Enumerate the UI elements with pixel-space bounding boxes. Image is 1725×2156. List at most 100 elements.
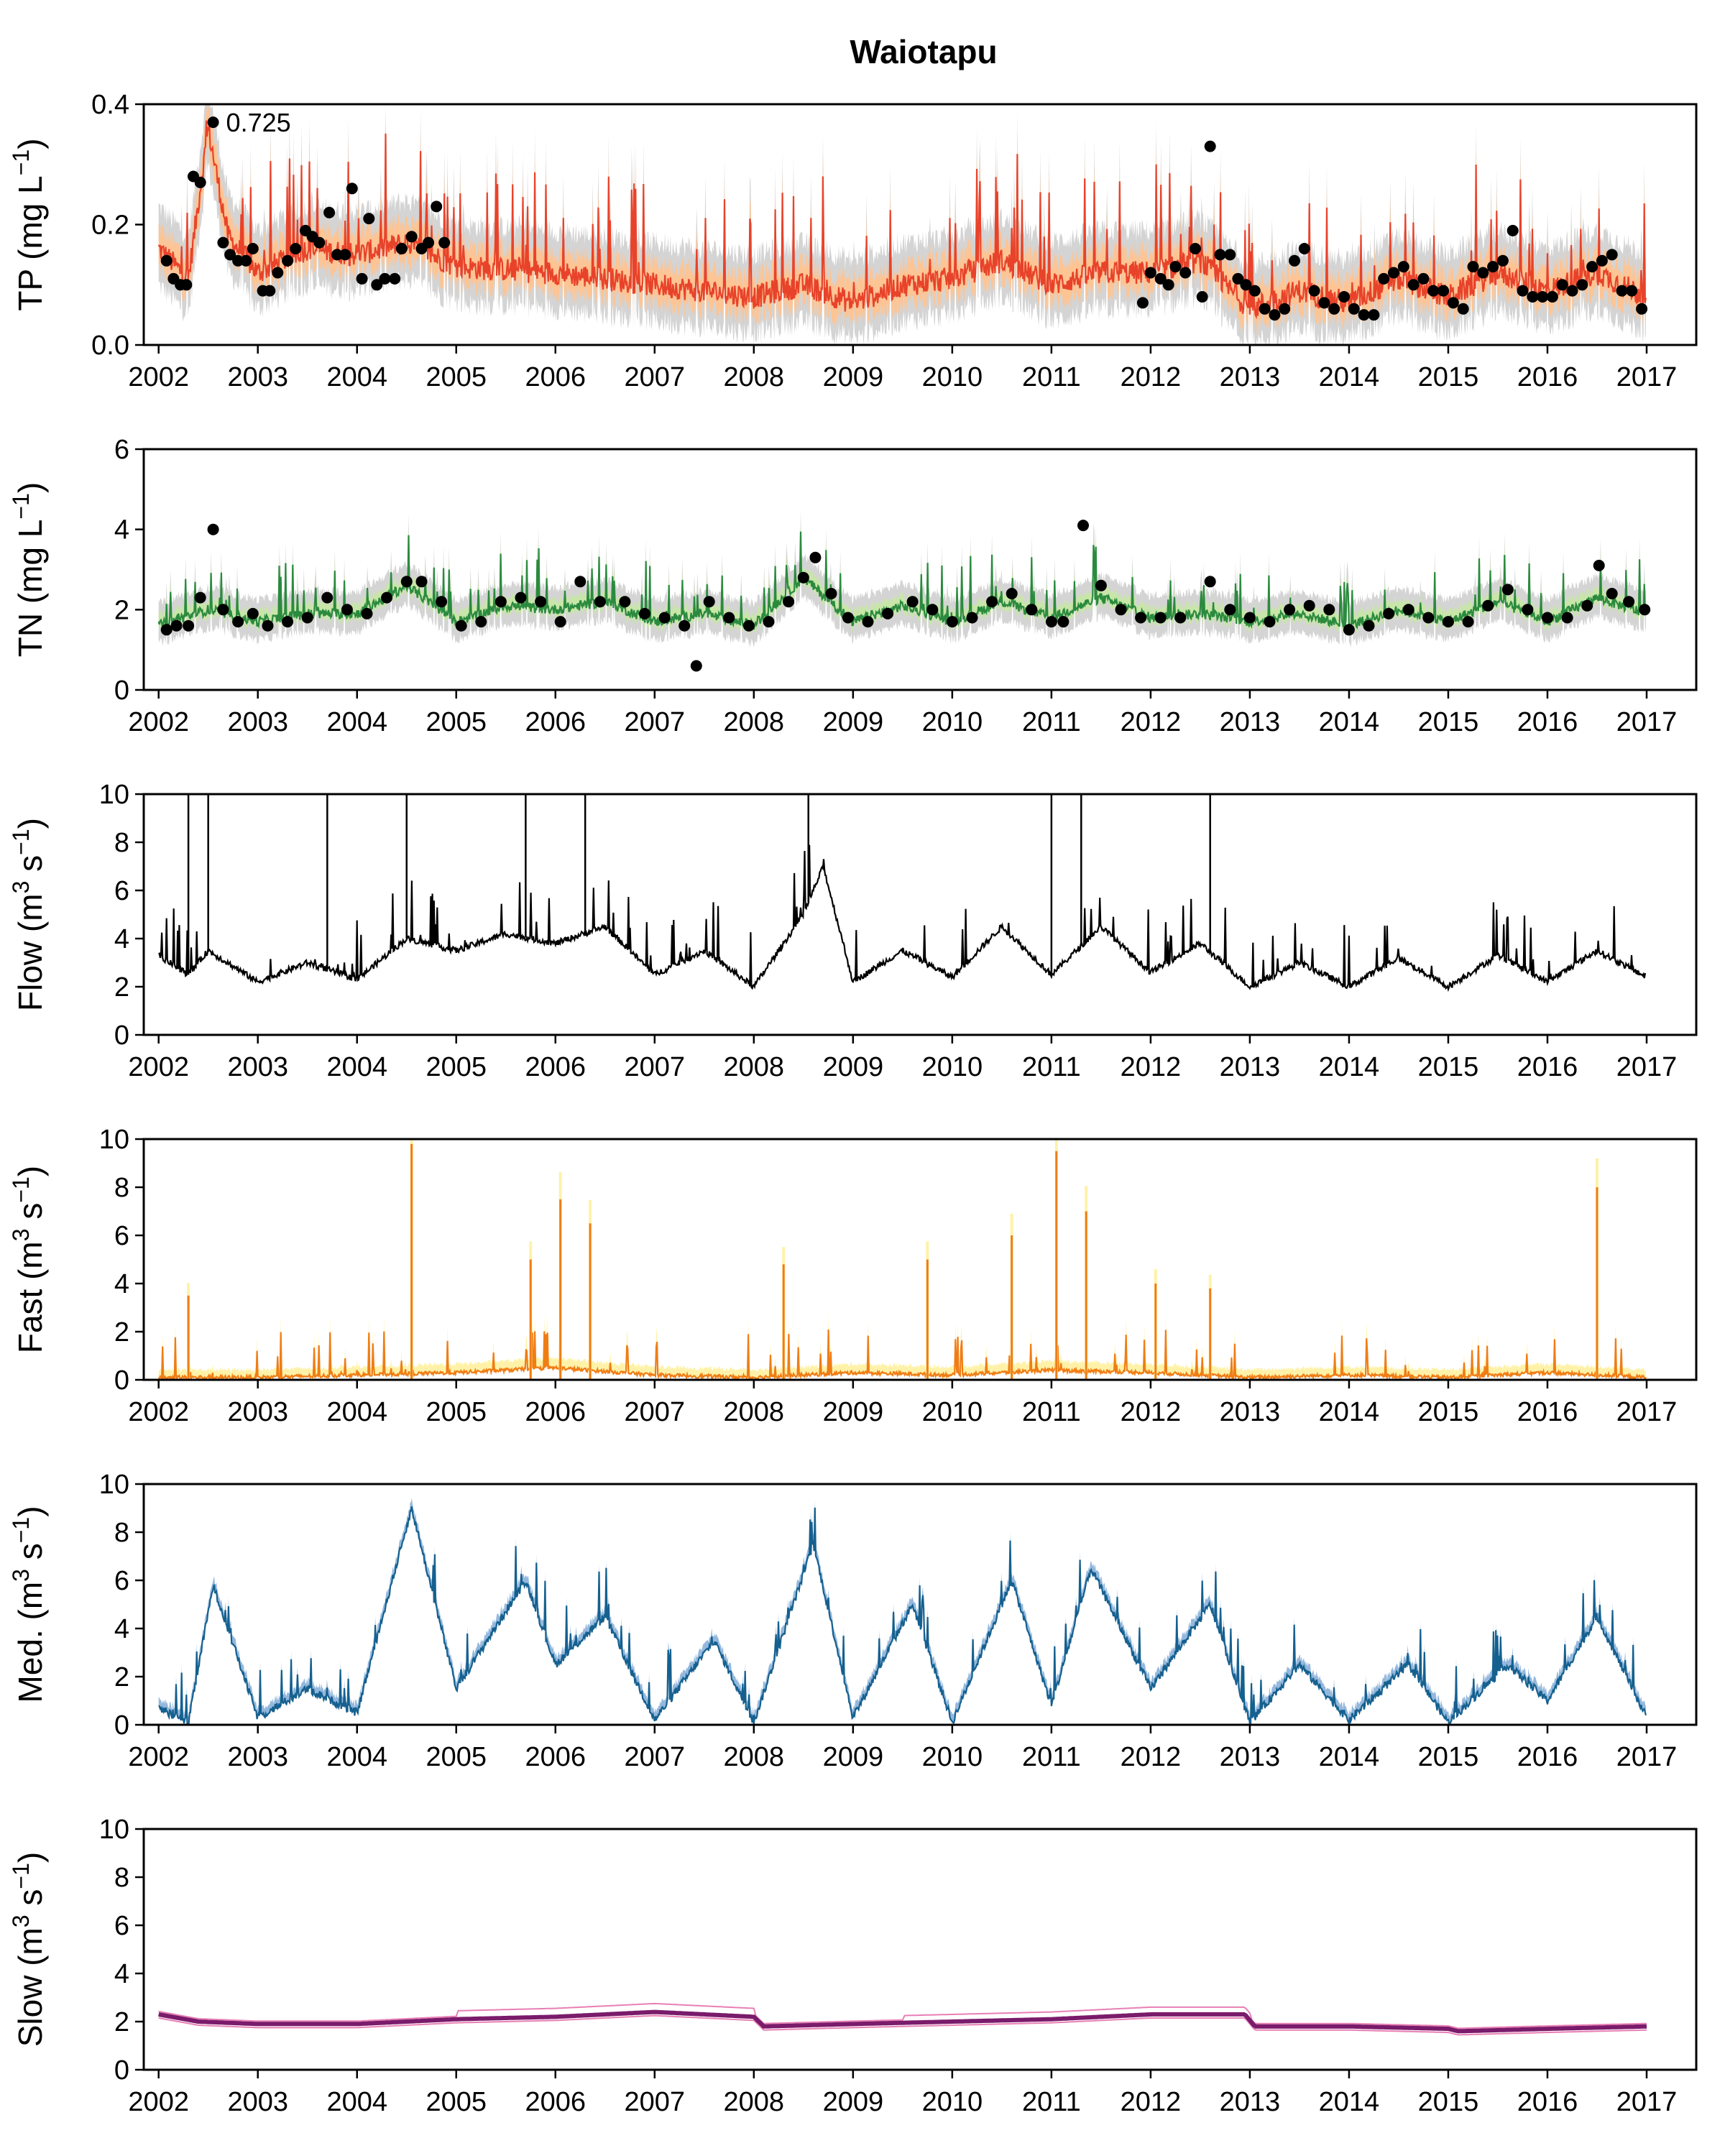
- observation-point: [639, 607, 650, 619]
- observation-point: [1259, 303, 1271, 315]
- observation-point: [1378, 272, 1390, 285]
- observation-point: [703, 596, 715, 608]
- observation-point: [1045, 616, 1057, 628]
- observation-point: [1626, 285, 1638, 297]
- x-tick-label: 2015: [1418, 362, 1479, 392]
- tn-uncertainty-band: [158, 509, 1646, 648]
- observation-point: [825, 588, 837, 599]
- x-tick-label: 2015: [1418, 1397, 1479, 1427]
- x-tick-label: 2008: [724, 707, 785, 737]
- y-tick-label: 0.2: [91, 211, 129, 241]
- x-tick-label: 2009: [823, 2087, 884, 2117]
- observation-point: [1179, 267, 1192, 279]
- observation-point: [1298, 243, 1310, 254]
- observation-point: [1576, 279, 1588, 291]
- observation-point: [1284, 604, 1296, 616]
- x-tick-label: 2004: [326, 362, 387, 392]
- y-tick-label: 10: [99, 780, 129, 810]
- x-tick-label: 2016: [1517, 1052, 1578, 1082]
- y-label-superscript2: −1: [8, 1863, 34, 1889]
- observation-point: [1546, 291, 1558, 303]
- observation-point: [170, 619, 183, 632]
- x-tick-label: 2013: [1220, 2087, 1281, 2117]
- y-tick-label: 10: [99, 1470, 129, 1500]
- y-axis-label: Slow (m3 s−1): [8, 1852, 49, 2047]
- y-label-superscript: −1: [8, 149, 34, 175]
- y-label-superscript2: −1: [8, 1517, 34, 1543]
- observation-point: [619, 596, 631, 608]
- observation-point: [574, 576, 586, 588]
- observation-point: [282, 254, 294, 267]
- observation-point: [1368, 309, 1380, 321]
- x-tick-label: 2008: [724, 1052, 785, 1082]
- y-label-unit: (m: [12, 1582, 49, 1621]
- observation-point: [1077, 520, 1089, 532]
- observation-point: [264, 285, 276, 297]
- x-tick-label: 2004: [326, 707, 387, 737]
- observation-point: [346, 183, 358, 195]
- y-label-unit: (m: [12, 1241, 49, 1280]
- y-tick-label: 8: [114, 1173, 129, 1203]
- observation-point: [415, 576, 428, 588]
- y-axis-label: Fast (m3 s−1): [8, 1166, 49, 1353]
- observation-point: [405, 231, 418, 243]
- y-label-unit: (m: [12, 893, 49, 932]
- x-tick-label: 2010: [922, 2087, 983, 2117]
- observation-point: [232, 616, 244, 628]
- observation-point: [1269, 309, 1281, 321]
- observation-point: [217, 604, 229, 616]
- observation-point: [1462, 616, 1474, 628]
- observation-point: [783, 596, 795, 608]
- observation-point: [1115, 604, 1127, 616]
- x-tick-label: 2012: [1121, 707, 1182, 737]
- x-tick-label: 2006: [525, 1397, 586, 1427]
- x-tick-label: 2004: [326, 1742, 387, 1772]
- observation-point: [180, 279, 193, 291]
- observation-point: [494, 596, 507, 608]
- x-tick-label: 2005: [426, 362, 487, 392]
- observation-point: [797, 571, 809, 584]
- observation-point: [1537, 291, 1549, 303]
- observation-point: [1447, 297, 1459, 309]
- y-axis-label: TP (mg L−1): [8, 138, 49, 310]
- x-tick-label: 2011: [1022, 1742, 1081, 1772]
- x-tick-label: 2003: [227, 362, 288, 392]
- x-tick-label: 2009: [823, 1052, 884, 1082]
- observation-point: [1095, 579, 1107, 591]
- x-tick-label: 2016: [1517, 707, 1578, 737]
- observation-point: [1639, 604, 1651, 616]
- x-tick-label: 2011: [1022, 1397, 1081, 1427]
- panel-tp: 0.0 0.2 0.4 2002 2003 2004 2005 2006 2007 2008 200…: [8, 90, 1698, 392]
- x-tick-label: 2002: [128, 362, 189, 392]
- y-tick-label: 2: [114, 595, 129, 625]
- observation-point: [1006, 588, 1018, 599]
- observation-point: [1596, 254, 1608, 267]
- observation-point: [1623, 596, 1635, 608]
- observation-point: [1232, 272, 1244, 285]
- observation-point: [160, 624, 172, 636]
- observation-point: [321, 591, 334, 604]
- x-tick-label: 2017: [1616, 2087, 1678, 2117]
- slow-upper-bound: [158, 2002, 1647, 2030]
- observation-point: [1169, 261, 1182, 273]
- x-tick-label: 2012: [1121, 2087, 1182, 2117]
- observation-point: [272, 267, 284, 279]
- x-tick-label: 2006: [525, 1742, 586, 1772]
- x-tick-label: 2009: [823, 707, 884, 737]
- med-line: [158, 1506, 1647, 1725]
- observation-point: [1363, 619, 1375, 632]
- observation-point: [1348, 303, 1360, 315]
- x-tick-label: 2015: [1418, 707, 1479, 737]
- observation-point: [475, 616, 487, 628]
- observation-point: [1422, 612, 1435, 624]
- x-tick-label: 2008: [724, 1742, 785, 1772]
- x-tick-label: 2006: [525, 707, 586, 737]
- observation-point: [1542, 612, 1553, 624]
- x-tick-label: 2008: [724, 1397, 785, 1427]
- y-tick-label: 8: [114, 828, 129, 858]
- y-tick-label: 2: [114, 1662, 129, 1692]
- observation-point: [290, 243, 302, 254]
- observation-point: [1162, 279, 1174, 291]
- observation-point: [842, 612, 854, 624]
- x-tick-label: 2014: [1319, 362, 1380, 392]
